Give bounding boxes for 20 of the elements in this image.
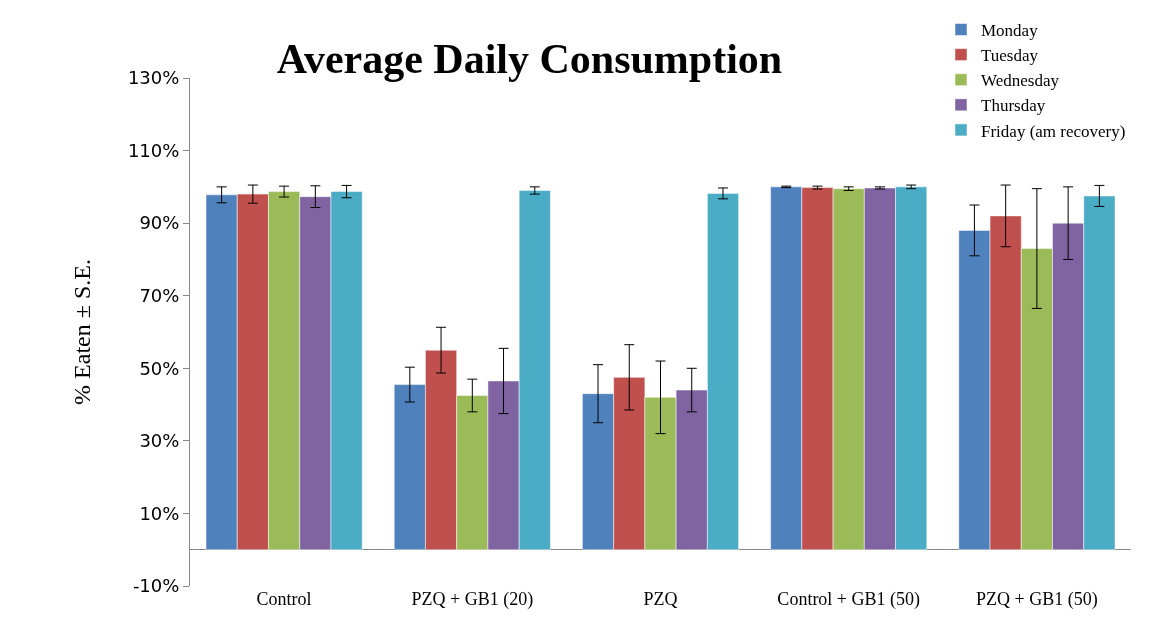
y-tick-label: 30% <box>139 430 180 452</box>
legend-label: Wednesday <box>981 71 1060 91</box>
legend-label: Tuesday <box>981 46 1039 66</box>
y-tick-label: 50% <box>139 357 180 379</box>
y-tick-label: 70% <box>139 285 180 307</box>
y-tick-label: -10% <box>132 575 180 597</box>
x-tick-label: PZQ + GB1 (20) <box>411 589 534 610</box>
y-axis-title: % Eaten ± S.E. <box>69 259 96 405</box>
y-tick-label: 130% <box>127 67 180 89</box>
y-tick-label: 90% <box>139 212 180 234</box>
x-tick-label: PZQ + GB1 (50) <box>976 589 1098 610</box>
legend-label: Monday <box>981 21 1039 41</box>
y-tick-label: 10% <box>139 502 180 524</box>
x-tick-label: Control + GB1 (50) <box>777 589 921 610</box>
legend-label: Friday (am recovery) <box>981 121 1126 141</box>
chart-title: Average Daily Consumption <box>276 36 783 83</box>
x-tick-label: Control <box>256 589 312 609</box>
y-tick-label: 110% <box>127 139 180 161</box>
x-tick-label: PZQ <box>643 589 678 609</box>
legend-label: Thursday <box>981 96 1046 116</box>
